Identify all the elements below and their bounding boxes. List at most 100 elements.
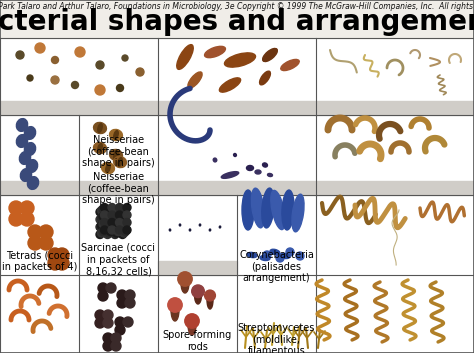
Ellipse shape [109,149,122,161]
Circle shape [116,211,124,219]
Circle shape [95,318,105,328]
Text: Sarcinae (cocci
in packets of
8,16,32 cells): Sarcinae (cocci in packets of 8,16,32 ce… [82,243,155,276]
Circle shape [9,212,23,226]
Circle shape [111,223,119,231]
Circle shape [106,283,116,293]
Circle shape [105,221,113,229]
Circle shape [121,213,129,221]
Circle shape [123,226,131,234]
Ellipse shape [177,44,193,70]
Ellipse shape [207,291,213,309]
Circle shape [112,229,120,237]
Ellipse shape [260,71,270,85]
Circle shape [107,227,115,235]
Circle shape [191,285,204,298]
Text: Corynebacteria
(palisades
arrangement): Corynebacteria (palisades arrangement) [239,250,314,283]
Ellipse shape [180,273,190,285]
Ellipse shape [263,48,277,61]
Ellipse shape [260,256,270,261]
Ellipse shape [188,315,196,335]
Circle shape [120,229,128,237]
Circle shape [9,201,23,215]
Circle shape [98,207,106,215]
Ellipse shape [27,176,38,190]
Circle shape [115,325,125,335]
Circle shape [112,214,120,222]
Circle shape [48,248,62,262]
Circle shape [116,226,124,234]
Circle shape [114,213,122,221]
Ellipse shape [118,158,122,166]
Circle shape [103,341,113,351]
Ellipse shape [24,127,36,139]
Ellipse shape [114,131,118,139]
Circle shape [178,272,192,286]
Ellipse shape [188,72,202,88]
Circle shape [105,229,113,237]
Ellipse shape [282,190,294,230]
Circle shape [39,236,53,250]
Circle shape [96,61,104,69]
Circle shape [205,290,215,301]
Ellipse shape [114,156,127,168]
Ellipse shape [171,299,179,321]
Bar [158,261,237,275]
Circle shape [99,227,107,235]
Circle shape [35,43,45,53]
Circle shape [111,208,119,216]
Circle shape [98,229,106,237]
Bar [0,0,474,38]
Text: Tetrads (cocci
in packets of 4): Tetrads (cocci in packets of 4) [2,250,77,271]
Ellipse shape [193,286,202,297]
Circle shape [136,68,144,76]
Ellipse shape [106,164,110,172]
Circle shape [116,219,124,227]
Ellipse shape [98,124,102,132]
Ellipse shape [242,190,254,230]
Circle shape [103,215,111,223]
Circle shape [121,227,129,235]
Circle shape [39,225,53,239]
Ellipse shape [17,119,27,131]
Circle shape [263,251,271,259]
Circle shape [118,231,127,239]
Circle shape [123,203,131,211]
Ellipse shape [262,188,274,228]
Circle shape [108,226,116,234]
Ellipse shape [19,151,31,164]
Circle shape [118,223,127,231]
Ellipse shape [263,163,267,167]
Circle shape [96,223,104,231]
Circle shape [115,317,125,327]
Ellipse shape [20,169,32,181]
Circle shape [107,213,115,221]
Bar [0,181,79,195]
Circle shape [111,215,119,223]
Bar [316,181,474,195]
Ellipse shape [101,162,114,174]
Circle shape [100,211,109,219]
Ellipse shape [219,78,241,92]
Circle shape [96,215,104,223]
Circle shape [108,203,116,211]
Circle shape [117,298,127,308]
Circle shape [98,214,106,222]
Circle shape [103,310,113,320]
Circle shape [121,220,129,228]
Circle shape [114,205,122,213]
Ellipse shape [225,53,255,67]
Circle shape [125,298,135,308]
Ellipse shape [98,144,102,152]
Circle shape [98,283,108,293]
Circle shape [120,207,128,215]
Text: Bacterial shapes and arrangements: Bacterial shapes and arrangements [0,8,474,36]
Circle shape [99,220,107,228]
Circle shape [100,226,109,234]
Ellipse shape [271,190,285,229]
Circle shape [118,208,127,216]
Circle shape [16,51,24,59]
Ellipse shape [280,253,290,258]
Circle shape [108,219,116,227]
Circle shape [96,231,104,239]
Ellipse shape [17,134,27,148]
